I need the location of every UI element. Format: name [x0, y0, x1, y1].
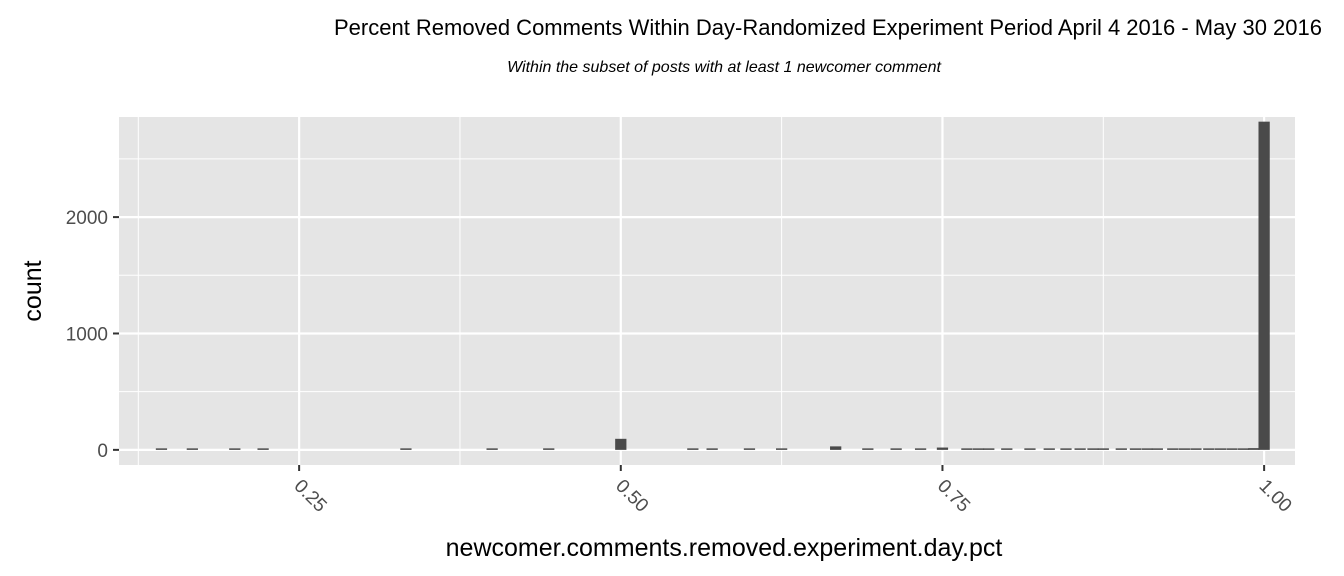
histogram-bar	[400, 448, 412, 450]
histogram-bar	[775, 448, 788, 450]
histogram-bar	[1178, 448, 1190, 450]
bars	[155, 121, 1270, 450]
histogram-bar	[1141, 448, 1153, 450]
histogram-bar	[1043, 448, 1055, 450]
chart-subtitle: Within the subset of posts with at least…	[507, 59, 941, 76]
plot-panel	[119, 117, 1295, 465]
x-tick-label: 0.50	[611, 476, 652, 517]
histogram-bar	[1060, 448, 1072, 450]
histogram-bar	[615, 438, 627, 450]
y-tick-label: 2000	[66, 208, 108, 229]
chart-title: Percent Removed Comments Within Day-Rand…	[334, 15, 1322, 40]
histogram-bar	[1248, 448, 1260, 450]
histogram-bar	[155, 448, 168, 450]
histogram-bar	[914, 448, 927, 450]
histogram-bar	[1001, 448, 1013, 450]
histogram-bar	[1024, 448, 1036, 450]
histogram-bar	[1115, 448, 1127, 450]
x-tick-label: 0.25	[290, 476, 331, 517]
histogram-bar	[1190, 448, 1202, 450]
histogram-bar	[687, 448, 699, 450]
histogram-bar	[706, 448, 718, 450]
histogram-bar	[1258, 121, 1270, 450]
y-axis-title: count	[19, 260, 47, 321]
y-tick-label: 0	[97, 441, 108, 462]
histogram-bar	[543, 448, 555, 450]
histogram-bar	[961, 448, 973, 450]
histogram-bar	[1214, 448, 1227, 450]
histogram-bar	[1203, 448, 1215, 450]
histogram-bar	[983, 448, 995, 450]
y-axis: 0 1000 2000	[66, 208, 119, 462]
histogram-bar	[972, 448, 985, 450]
histogram-bar	[1226, 448, 1238, 450]
x-axis-title: newcomer.comments.removed.experiment.day…	[446, 534, 1003, 562]
y-tick-label: 1000	[66, 324, 108, 345]
grid-minor	[119, 117, 1295, 465]
histogram-bar	[1237, 448, 1250, 450]
histogram-bar	[1151, 448, 1163, 450]
histogram-bar	[830, 446, 842, 450]
histogram-bar	[186, 448, 198, 450]
histogram-bar	[1167, 448, 1179, 450]
histogram-bar	[1097, 448, 1109, 450]
histogram-bar	[257, 448, 269, 450]
histogram-bar	[1129, 448, 1142, 450]
histogram-bar	[743, 448, 756, 450]
x-tick-label: 1.00	[1255, 476, 1296, 517]
histogram-bar	[229, 448, 241, 450]
x-tick-label: 0.75	[933, 476, 974, 517]
histogram-bar	[890, 448, 902, 450]
histogram-bar	[1074, 448, 1086, 450]
x-axis: 0.25 0.50 0.75 1.00	[290, 465, 1296, 517]
histogram-bar	[862, 448, 874, 450]
histogram-bar	[1087, 448, 1099, 450]
histogram-bar	[936, 447, 949, 450]
histogram-bar	[486, 448, 498, 450]
